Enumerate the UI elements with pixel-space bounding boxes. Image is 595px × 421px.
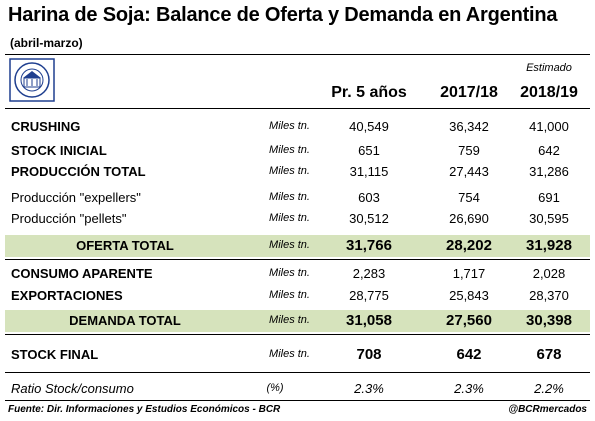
row-unit: Miles tn.: [269, 165, 310, 177]
row-unit: Miles tn.: [269, 348, 310, 360]
cell: 754: [458, 190, 480, 205]
row-divider: [5, 334, 590, 335]
cell: 30,595: [529, 211, 569, 226]
table-row-total: DEMANDA TOTAL Miles tn. 31,058 27,560 30…: [5, 310, 590, 332]
cell: 651: [358, 143, 380, 158]
cell: 31,928: [526, 237, 572, 254]
row-unit: (%): [266, 382, 284, 394]
cell: 27,560: [446, 312, 492, 329]
cell: 28,775: [349, 288, 389, 303]
row-label: EXPORTACIONES: [11, 288, 123, 303]
cell: 1,717: [452, 266, 486, 281]
top-divider: [5, 54, 590, 55]
cell: 31,058: [346, 312, 392, 329]
table-row: CRUSHING Miles tn. 40,549 36,342 41,000: [5, 116, 590, 138]
cell: 30,398: [526, 312, 572, 329]
cell: 41,000: [529, 119, 569, 134]
page-title: Harina de Soja: Balance de Oferta y Dema…: [8, 4, 558, 26]
row-unit: Miles tn.: [269, 314, 310, 326]
column-header-2018: 2018/19: [520, 84, 578, 101]
cell: 691: [538, 190, 560, 205]
cell: 36,342: [449, 119, 489, 134]
cell: 603: [358, 190, 380, 205]
row-label: STOCK FINAL: [11, 347, 99, 362]
estimado-note: Estimado: [526, 62, 572, 74]
cell: 31,115: [349, 164, 389, 179]
bcr-seal-icon: [9, 58, 55, 102]
row-label: OFERTA TOTAL: [76, 238, 174, 253]
row-label: CONSUMO APARENTE: [11, 266, 153, 281]
cell: 40,549: [349, 119, 389, 134]
row-label: DEMANDA TOTAL: [69, 313, 181, 328]
cell: 2.3%: [354, 381, 384, 396]
row-label: Producción "pellets": [11, 211, 127, 226]
row-label: Ratio Stock/consumo: [11, 381, 134, 396]
cell: 708: [356, 346, 382, 363]
cell: 2,283: [352, 266, 386, 281]
cell: 759: [458, 143, 480, 158]
row-divider: [5, 400, 590, 401]
cell: 25,843: [449, 288, 489, 303]
column-header-2017: 2017/18: [440, 84, 498, 101]
cell: 31,766: [346, 237, 392, 254]
table-row: Producción "expellers" Miles tn. 603 754…: [5, 187, 590, 209]
row-unit: Miles tn.: [269, 239, 310, 251]
row-unit: Miles tn.: [269, 144, 310, 156]
header-divider: [5, 108, 590, 109]
row-divider: [5, 372, 590, 373]
table-row-total: OFERTA TOTAL Miles tn. 31,766 28,202 31,…: [5, 235, 590, 257]
table-row: STOCK INICIAL Miles tn. 651 759 642: [5, 140, 590, 162]
cell: 27,443: [449, 164, 489, 179]
cell: 30,512: [349, 211, 389, 226]
row-label: STOCK INICIAL: [11, 143, 107, 158]
row-unit: Miles tn.: [269, 191, 310, 203]
table-row: STOCK FINAL Miles tn. 708 642 678: [5, 344, 590, 366]
table-row: Ratio Stock/consumo (%) 2.3% 2.3% 2.2%: [5, 378, 590, 400]
row-divider: [5, 259, 590, 260]
cell: 2.2%: [534, 381, 564, 396]
cell: 28,370: [529, 288, 569, 303]
row-label: PRODUCCIÓN TOTAL: [11, 164, 146, 179]
row-unit: Miles tn.: [269, 120, 310, 132]
cell: 28,202: [446, 237, 492, 254]
cell: 26,690: [449, 211, 489, 226]
page-subtitle: (abril-marzo): [10, 36, 83, 50]
row-unit: Miles tn.: [269, 267, 310, 279]
column-header-avg: Pr. 5 años: [331, 84, 407, 101]
table-row: PRODUCCIÓN TOTAL Miles tn. 31,115 27,443…: [5, 161, 590, 183]
table-row: Producción "pellets" Miles tn. 30,512 26…: [5, 208, 590, 230]
social-handle: @BCRmercados: [508, 404, 587, 415]
cell: 2.3%: [454, 381, 484, 396]
source-note: Fuente: Dir. Informaciones y Estudios Ec…: [8, 404, 281, 415]
row-label: Producción "expellers": [11, 190, 141, 205]
row-label: CRUSHING: [11, 119, 81, 134]
row-unit: Miles tn.: [269, 212, 310, 224]
cell: 642: [456, 346, 482, 363]
cell: 2,028: [532, 266, 566, 281]
cell: 642: [538, 143, 560, 158]
cell: 31,286: [529, 164, 569, 179]
table-row: EXPORTACIONES Miles tn. 28,775 25,843 28…: [5, 285, 590, 307]
row-unit: Miles tn.: [269, 289, 310, 301]
cell: 678: [536, 346, 562, 363]
table-row: CONSUMO APARENTE Miles tn. 2,283 1,717 2…: [5, 263, 590, 285]
